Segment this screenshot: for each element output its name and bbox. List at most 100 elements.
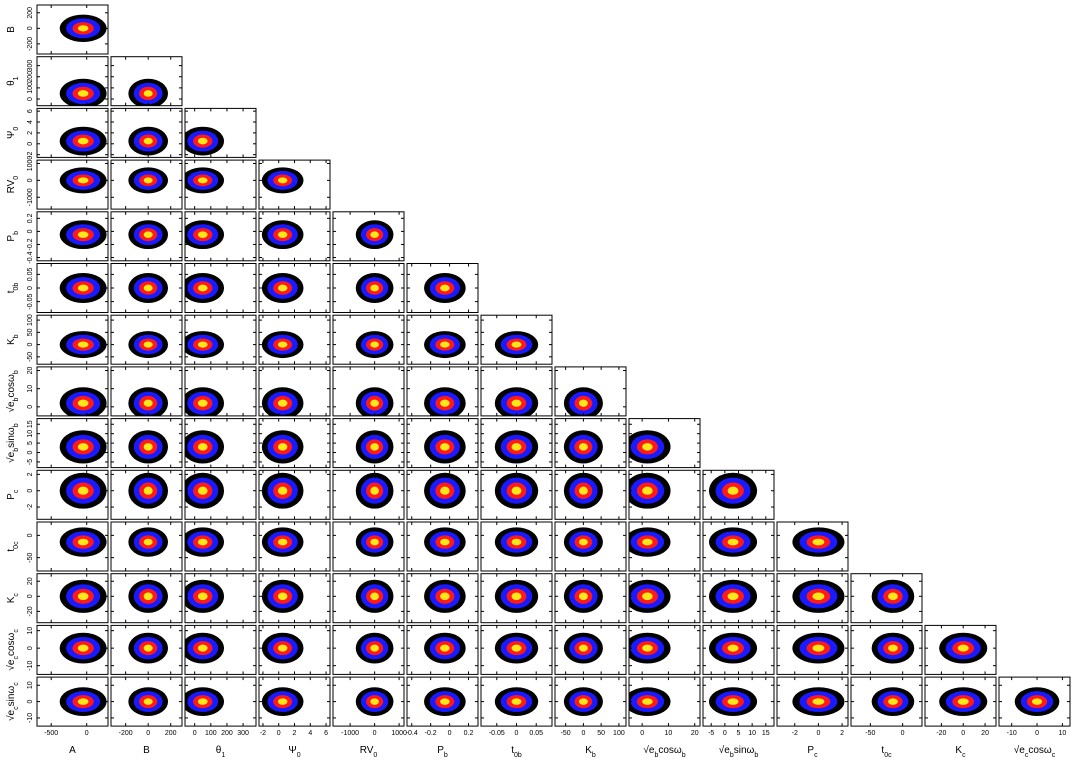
y-tick-label: -10	[27, 713, 34, 723]
panel	[59, 220, 107, 250]
panel	[871, 632, 915, 664]
density-region	[197, 341, 208, 348]
density-region	[511, 538, 522, 546]
y-tick-label: -2	[27, 151, 34, 157]
x-axis-label: B	[143, 745, 150, 756]
x-tick-label: 0	[816, 730, 820, 737]
panel	[494, 331, 539, 359]
label-part: P	[6, 235, 17, 242]
label-part: K	[6, 596, 17, 603]
panel-frame	[406, 521, 479, 572]
density-region	[77, 443, 89, 451]
label-part: cosω	[658, 745, 682, 756]
density-region	[511, 486, 522, 495]
x-tick-label: 0	[1035, 730, 1039, 737]
y-tick-label: -5	[27, 459, 34, 465]
panel	[261, 220, 304, 250]
density-region	[277, 341, 288, 348]
density-region	[277, 443, 288, 451]
y-tick-label: 6	[27, 109, 34, 113]
density-region	[578, 443, 588, 451]
y-axis-label: RV0	[6, 176, 20, 194]
x-tick-label: 15	[762, 730, 770, 737]
x-tick-label: 0	[373, 730, 377, 737]
y-tick-label: 0	[27, 489, 34, 493]
density-region	[440, 592, 450, 601]
density-region	[143, 284, 153, 292]
label-part: b	[754, 752, 758, 759]
label-part: 0b	[13, 283, 20, 291]
label-part: P	[437, 745, 444, 756]
density-region	[440, 486, 450, 495]
panel	[494, 472, 539, 509]
y-tick-label: 0	[27, 142, 34, 146]
label-part: √e	[5, 451, 17, 462]
label-part: P	[807, 745, 814, 756]
x-tick-label: 100	[613, 730, 625, 737]
density-region	[197, 538, 208, 546]
panel	[494, 579, 539, 613]
label-part: RV	[360, 745, 374, 756]
label-part: b	[654, 752, 658, 759]
panel	[185, 579, 225, 613]
label-part: sinω	[6, 427, 17, 448]
density-region	[77, 644, 89, 652]
label-part: c	[1052, 752, 1056, 759]
density-region	[440, 443, 450, 451]
panel-frame	[332, 366, 405, 417]
x-tick-label: -1000	[341, 730, 359, 737]
panel	[59, 579, 107, 613]
density-region	[642, 698, 653, 705]
density-region	[143, 177, 153, 184]
density-region	[511, 341, 522, 348]
panel-frame	[406, 624, 479, 675]
panel	[185, 472, 225, 509]
panel-frame	[332, 211, 405, 262]
y-tick-label: 0	[27, 343, 34, 347]
density-region	[277, 698, 288, 705]
panel	[185, 220, 225, 250]
panel	[185, 273, 225, 303]
density-region	[578, 698, 588, 705]
y-axis-label: Pb	[6, 231, 20, 242]
label-part: √e	[1014, 744, 1025, 756]
density-region	[440, 698, 450, 705]
density-region	[440, 538, 450, 546]
y-axis-label: t0c	[6, 541, 20, 552]
density-region	[578, 644, 588, 652]
panel-frame	[184, 521, 257, 572]
panel-frame	[924, 624, 997, 675]
label-part: c	[13, 629, 20, 633]
density-region	[143, 399, 153, 407]
y-tick-label: 0.2	[27, 213, 34, 223]
panel	[563, 527, 603, 557]
label-part: K	[585, 745, 592, 756]
y-tick-label: 0	[27, 646, 34, 650]
panel	[185, 167, 225, 194]
y-tick-label: 0	[27, 450, 34, 454]
x-tick-label: 0	[193, 730, 197, 737]
label-part: c	[13, 706, 20, 710]
x-tick-label: -50	[561, 730, 571, 737]
density-region	[370, 284, 379, 292]
panel	[128, 78, 169, 106]
density-region	[77, 25, 89, 32]
density-region	[197, 644, 208, 652]
x-axis-label: t0c	[881, 745, 892, 759]
panel	[629, 687, 671, 716]
panel-frame	[554, 469, 627, 520]
label-part: √e	[5, 401, 17, 412]
x-tick-label: 0	[515, 730, 519, 737]
label-part: c	[13, 593, 20, 597]
y-tick-label: -10	[27, 660, 34, 670]
density-region	[77, 486, 89, 495]
density-region	[277, 399, 288, 407]
density-region	[727, 644, 739, 652]
x-tick-label: 2	[293, 730, 297, 737]
panel	[261, 430, 304, 464]
panel	[128, 126, 169, 156]
density-region	[197, 443, 208, 451]
panel	[59, 472, 107, 509]
panel	[355, 687, 394, 716]
density-region	[511, 443, 522, 451]
